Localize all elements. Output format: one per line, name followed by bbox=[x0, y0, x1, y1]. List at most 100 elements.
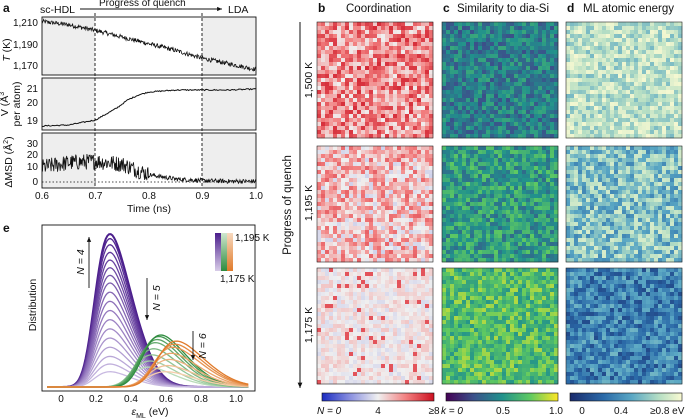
map-cell bbox=[662, 74, 667, 79]
map-cell bbox=[510, 222, 515, 227]
map-cell bbox=[570, 154, 575, 159]
map-cell bbox=[381, 50, 386, 55]
map-cell bbox=[345, 110, 350, 115]
map-cell bbox=[594, 238, 599, 243]
map-cell bbox=[474, 170, 479, 175]
map-cell bbox=[325, 174, 330, 179]
map-cell bbox=[470, 22, 475, 27]
map-cell bbox=[462, 74, 467, 79]
map-cell bbox=[462, 46, 467, 51]
map-cell bbox=[369, 70, 374, 75]
map-cell bbox=[570, 50, 575, 55]
map-cell bbox=[514, 102, 519, 107]
map-cell bbox=[478, 178, 483, 183]
map-cell bbox=[405, 26, 410, 31]
map-cell bbox=[594, 130, 599, 135]
map-cell bbox=[442, 154, 447, 159]
map-cell bbox=[486, 210, 491, 215]
map-cell bbox=[405, 126, 410, 131]
map-cell bbox=[654, 170, 659, 175]
map-cell bbox=[502, 234, 507, 239]
map-cell bbox=[393, 254, 398, 259]
map-cell bbox=[429, 190, 434, 195]
map-cell bbox=[502, 126, 507, 131]
map-cell bbox=[397, 86, 402, 91]
map-cell bbox=[429, 102, 434, 107]
map-cell bbox=[502, 202, 507, 207]
map-cell bbox=[385, 118, 390, 123]
map-cell bbox=[554, 174, 559, 179]
map-cell bbox=[582, 70, 587, 75]
map-cell bbox=[421, 22, 426, 27]
map-cell bbox=[474, 130, 479, 135]
map-cell bbox=[518, 254, 523, 259]
map-cell bbox=[325, 78, 330, 83]
map-cell bbox=[626, 214, 631, 219]
map-cell bbox=[574, 58, 579, 63]
map-cell bbox=[646, 238, 651, 243]
map-cell bbox=[498, 22, 503, 27]
map-cell bbox=[594, 158, 599, 163]
map-cell bbox=[421, 238, 426, 243]
map-cell bbox=[321, 26, 326, 31]
map-cell bbox=[526, 214, 531, 219]
map-cell bbox=[317, 66, 322, 71]
map-cell bbox=[578, 66, 583, 71]
map-cell bbox=[506, 170, 511, 175]
map-cell bbox=[486, 122, 491, 127]
map-cell bbox=[578, 194, 583, 199]
map-cell bbox=[474, 98, 479, 103]
a-x-tick: 0.8 bbox=[142, 191, 156, 202]
map-cell bbox=[654, 54, 659, 59]
map-cell bbox=[361, 86, 366, 91]
map-cell bbox=[470, 254, 475, 259]
map-cell bbox=[337, 246, 342, 251]
map-cell bbox=[470, 98, 475, 103]
map-cell bbox=[458, 146, 463, 151]
map-cell bbox=[594, 206, 599, 211]
map-cell bbox=[598, 186, 603, 191]
map-cell bbox=[494, 198, 499, 203]
map-cell bbox=[486, 150, 491, 155]
map-cell bbox=[582, 134, 587, 139]
map-cell bbox=[666, 74, 671, 79]
map-cell bbox=[393, 210, 398, 215]
map-cell bbox=[337, 154, 342, 159]
map-cell bbox=[490, 110, 495, 115]
map-cell bbox=[530, 30, 535, 35]
map-cell bbox=[417, 118, 422, 123]
map-cell bbox=[678, 34, 683, 39]
map-cell bbox=[341, 242, 346, 247]
map-cell bbox=[325, 182, 330, 187]
map-cell bbox=[594, 106, 599, 111]
map-cell bbox=[341, 218, 346, 223]
map-cell bbox=[458, 74, 463, 79]
map-cell bbox=[486, 102, 491, 107]
map-cell bbox=[337, 254, 342, 259]
map-cell bbox=[397, 118, 402, 123]
map-cell bbox=[574, 150, 579, 155]
map-cell bbox=[550, 242, 555, 247]
map-cell bbox=[417, 210, 422, 215]
map-cell bbox=[522, 102, 527, 107]
map-cell bbox=[482, 186, 487, 191]
map-cell bbox=[490, 258, 495, 263]
map-cell bbox=[373, 134, 378, 139]
map-cell bbox=[345, 42, 350, 47]
map-cell bbox=[610, 226, 615, 231]
map-cell bbox=[349, 222, 354, 227]
map-cell bbox=[502, 118, 507, 123]
map-cell bbox=[534, 170, 539, 175]
map-cell bbox=[393, 258, 398, 263]
map-cell bbox=[510, 186, 515, 191]
map-cell bbox=[626, 110, 631, 115]
map-cell bbox=[646, 62, 651, 67]
map-cell bbox=[606, 150, 611, 155]
map-cell bbox=[654, 190, 659, 195]
map-cell bbox=[317, 182, 322, 187]
map-cell bbox=[405, 82, 410, 87]
map-cell bbox=[534, 222, 539, 227]
map-cell bbox=[578, 178, 583, 183]
map-cell bbox=[534, 122, 539, 127]
map-cell bbox=[474, 78, 479, 83]
